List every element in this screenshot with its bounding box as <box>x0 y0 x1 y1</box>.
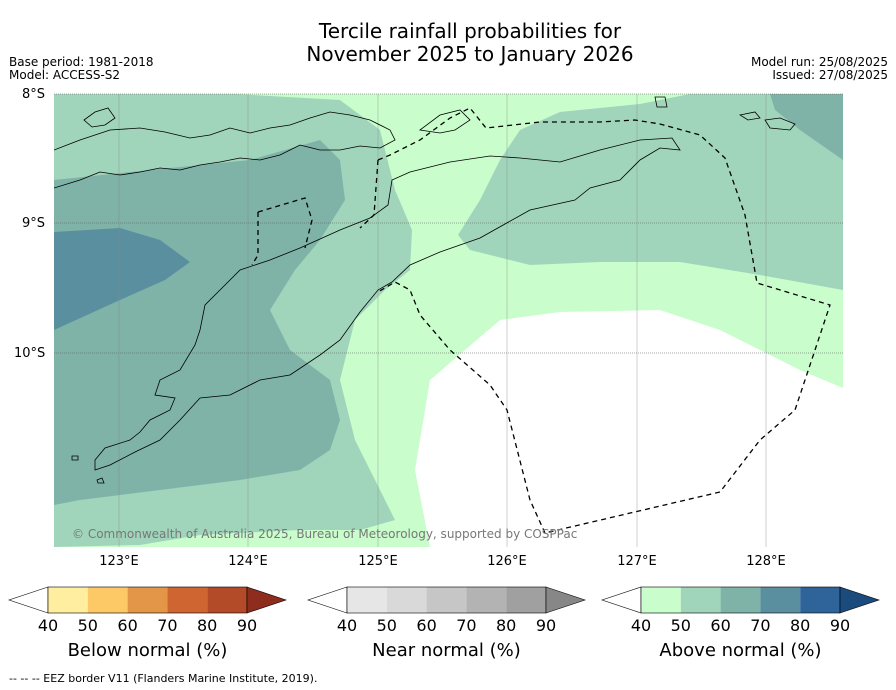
colorbar-tick-label: 70 <box>157 616 178 635</box>
lon-label-125e: 125°E <box>358 554 398 569</box>
lon-label-128e: 128°E <box>746 554 786 569</box>
colorbar-segment <box>641 587 681 613</box>
colorbar-segment <box>87 587 128 613</box>
meta-right: Model run: 25/08/2025 Issued: 27/08/2025 <box>751 56 888 82</box>
lat-label-8s: 8°S <box>22 87 46 102</box>
base-period: Base period: 1981-2018 <box>9 55 154 69</box>
small-island-5 <box>96 477 105 484</box>
colorbar-segment <box>167 587 208 613</box>
lon-label-126e: 126°E <box>487 554 527 569</box>
model-run: Model run: 25/08/2025 <box>750 55 888 69</box>
lat-label-9s: 9°S <box>22 216 46 231</box>
model-name: Model: ACCESS-S2 <box>9 68 121 82</box>
timor-coastline <box>94 137 681 471</box>
gridlines <box>54 93 843 547</box>
above-70-80-region <box>54 228 190 330</box>
colorbar-tick-label: 80 <box>197 616 218 635</box>
colorbar-over-triangle <box>246 586 287 614</box>
title-line-1: Tercile rainfall probabilities for <box>318 19 622 43</box>
colorbar-segment <box>760 587 801 613</box>
colorbar-tick-label: 60 <box>710 616 731 635</box>
eez-footnote: -- -- -- EEZ border V11 (Flanders Marine… <box>9 672 318 685</box>
colorbar-tick-label: 40 <box>630 616 652 635</box>
colorbar-segment <box>720 587 761 613</box>
map-title: Tercile rainfall probabilities for Novem… <box>0 20 896 66</box>
colorbar-segment <box>800 587 840 613</box>
above-50-60-region-east <box>458 94 843 290</box>
small-island-3 <box>83 107 116 128</box>
colorbar-tick-label: 90 <box>535 616 557 635</box>
lon-label-127e: 127°E <box>617 554 657 569</box>
colorbar-segment <box>347 587 387 613</box>
colorbar-segment <box>506 587 546 613</box>
colorbar-label: Above normal (%) <box>659 640 822 661</box>
meta-left: Base period: 1981-2018 Model: ACCESS-S2 <box>9 56 154 82</box>
colorbar-tick-label: 40 <box>37 616 59 635</box>
alor-coastline <box>418 109 471 134</box>
colorbar-segment <box>426 587 467 613</box>
colorbar-segment <box>680 587 721 613</box>
small-island-4 <box>71 455 79 461</box>
copyright-credit: © Commonwealth of Australia 2025, Bureau… <box>72 527 578 541</box>
colorbar-tick-label: 60 <box>416 616 437 635</box>
small-island-1 <box>764 117 796 131</box>
coastlines <box>54 96 796 484</box>
colorbars <box>8 586 880 614</box>
colorbar-under-triangle <box>307 586 348 614</box>
colorbar-label: Near normal (%) <box>372 640 521 661</box>
small-island-2 <box>738 111 761 121</box>
colorbar-under-triangle <box>601 586 642 614</box>
flores-coastline <box>54 111 396 189</box>
colorbar-tick-label: 70 <box>456 616 477 635</box>
lon-label-124e: 124°E <box>228 554 268 569</box>
lon-label-123e: 123°E <box>99 554 139 569</box>
colorbar-segment <box>207 587 247 613</box>
above-60-70-region-east <box>770 94 843 160</box>
colorbar-over-triangle <box>839 586 880 614</box>
lat-label-10s: 10°S <box>14 346 46 361</box>
colorbar-tick-label: 50 <box>670 616 691 635</box>
colorbar-tick-label: 80 <box>790 616 811 635</box>
colorbar-tick-label: 90 <box>829 616 851 635</box>
colorbar-segment <box>48 587 88 613</box>
colorbar-over-triangle <box>545 586 586 614</box>
eez-border <box>251 107 831 534</box>
colorbar-segment <box>466 587 507 613</box>
colorbar-tick-label: 50 <box>376 616 397 635</box>
colorbar-tick-label: 80 <box>496 616 517 635</box>
colorbar-tick-label: 70 <box>750 616 771 635</box>
colorbar-tick-label: 40 <box>336 616 358 635</box>
colorbar-tick-label: 90 <box>236 616 258 635</box>
colorbar-segment <box>127 587 168 613</box>
title-line-2: November 2025 to January 2026 <box>306 42 634 66</box>
colorbar-segment <box>386 587 427 613</box>
colorbar-label: Below normal (%) <box>67 640 228 661</box>
colorbar-tick-label: 50 <box>77 616 98 635</box>
colorbar-tick-label: 60 <box>117 616 138 635</box>
probability-shading <box>54 94 843 547</box>
issued-date: Issued: 27/08/2025 <box>772 68 888 82</box>
colorbar-under-triangle <box>8 586 49 614</box>
wetar-coastline <box>654 96 668 108</box>
